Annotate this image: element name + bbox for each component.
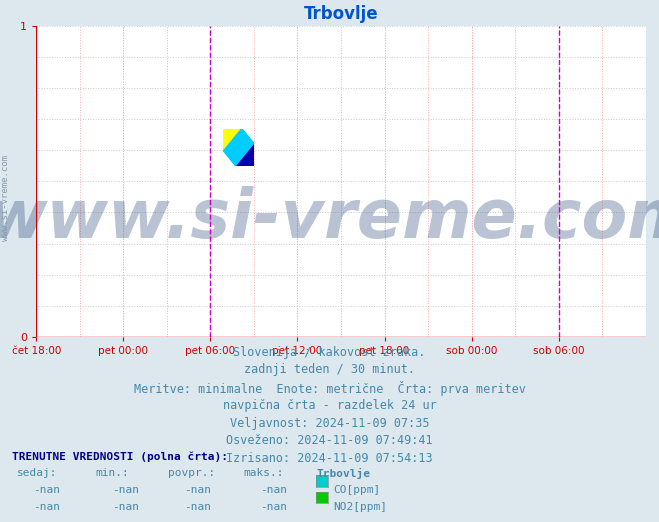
Text: min.:: min.: (96, 468, 129, 478)
Text: zadnji teden / 30 minut.: zadnji teden / 30 minut. (244, 363, 415, 376)
Text: sedaj:: sedaj: (16, 468, 57, 478)
Text: Meritve: minimalne  Enote: metrične  Črta: prva meritev: Meritve: minimalne Enote: metrične Črta:… (134, 381, 525, 396)
Text: -nan: -nan (33, 502, 59, 512)
Text: navpična črta - razdelek 24 ur: navpična črta - razdelek 24 ur (223, 399, 436, 412)
Title: Trbovlje: Trbovlje (304, 5, 378, 23)
Text: -nan: -nan (185, 502, 211, 512)
Text: maks.:: maks.: (244, 468, 284, 478)
Text: Trbovlje: Trbovlje (316, 468, 370, 479)
Text: povpr.:: povpr.: (168, 468, 215, 478)
Text: -nan: -nan (185, 485, 211, 495)
Text: Izrisano: 2024-11-09 07:54:13: Izrisano: 2024-11-09 07:54:13 (226, 452, 433, 465)
Text: Slovenija / kakovost zraka.: Slovenija / kakovost zraka. (233, 346, 426, 359)
Text: -nan: -nan (112, 485, 138, 495)
Text: -nan: -nan (112, 502, 138, 512)
Text: Osveženo: 2024-11-09 07:49:41: Osveženo: 2024-11-09 07:49:41 (226, 434, 433, 447)
Polygon shape (223, 128, 242, 151)
Polygon shape (236, 144, 254, 166)
Text: TRENUTNE VREDNOSTI (polna črta):: TRENUTNE VREDNOSTI (polna črta): (12, 452, 228, 462)
Text: -nan: -nan (33, 485, 59, 495)
Text: CO[ppm]: CO[ppm] (333, 485, 381, 495)
Text: -nan: -nan (260, 485, 287, 495)
Text: www.si-vreme.com: www.si-vreme.com (0, 186, 659, 252)
Text: Veljavnost: 2024-11-09 07:35: Veljavnost: 2024-11-09 07:35 (230, 417, 429, 430)
Text: -nan: -nan (260, 502, 287, 512)
Text: www.si-vreme.com: www.si-vreme.com (1, 156, 10, 241)
Text: NO2[ppm]: NO2[ppm] (333, 502, 387, 512)
Polygon shape (223, 128, 254, 166)
